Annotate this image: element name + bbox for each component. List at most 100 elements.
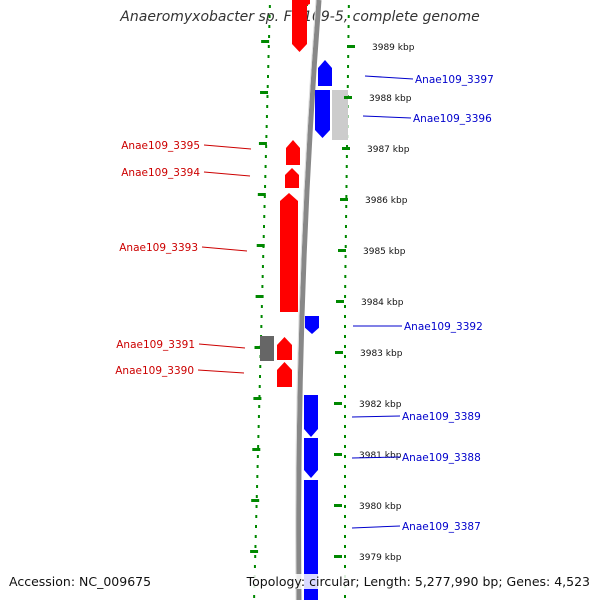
- tick-mark: [255, 515, 258, 518]
- gene-feature-forward: [301, 0, 310, 6]
- tick-mark: [345, 165, 348, 168]
- tick-mark: [344, 315, 346, 318]
- major-tick: [250, 550, 259, 553]
- major-tick: [258, 142, 267, 145]
- scale-label: 3985 kbp: [363, 247, 406, 257]
- gene-feature-reverse: [304, 480, 318, 600]
- tick-mark: [256, 485, 259, 488]
- tick-mark: [347, 65, 350, 68]
- tick-mark: [344, 445, 346, 448]
- tick-mark: [344, 255, 347, 258]
- tick-mark: [347, 35, 350, 38]
- tick-mark: [268, 35, 271, 38]
- major-tick: [335, 351, 343, 354]
- tick-mark: [345, 215, 348, 218]
- leader-line: [203, 144, 252, 150]
- gene-feature-grey: [260, 336, 274, 361]
- tick-mark: [264, 185, 267, 188]
- gene-feature-forward: [280, 193, 298, 312]
- tick-mark: [253, 595, 256, 598]
- major-tick: [255, 295, 264, 298]
- tick-mark: [346, 85, 349, 88]
- gene-label-reverse: Anae109_3387: [402, 521, 481, 533]
- tick-mark: [261, 285, 264, 288]
- tick-mark: [263, 205, 266, 208]
- gene-feature-grey: [332, 90, 348, 140]
- tick-mark: [256, 455, 259, 458]
- tick-mark: [259, 375, 261, 378]
- tick-mark: [266, 105, 269, 108]
- tick-mark: [344, 225, 347, 228]
- tick-mark: [255, 525, 257, 528]
- tick-mark: [344, 555, 346, 558]
- tick-mark: [347, 5, 350, 8]
- tick-mark: [345, 195, 348, 198]
- tick-mark: [268, 15, 271, 18]
- kbp-scale: 3989 kbp 3988 kbp 3987 kbp 3986 kbp 3985 kbp…: [334, 43, 415, 563]
- topology-text: Topology: circular; Length: 5,277,990 bp…: [246, 574, 590, 589]
- tick-mark: [265, 115, 268, 118]
- tick-mark: [347, 25, 350, 28]
- gene-label-reverse: Anae109_3388: [402, 452, 481, 464]
- tick-mark: [346, 75, 349, 78]
- tick-mark: [261, 275, 264, 278]
- gene-feature-reverse: [318, 60, 332, 86]
- major-tick: [252, 448, 261, 451]
- tick-mark: [254, 545, 257, 548]
- scale-label: 3981 kbp: [359, 451, 402, 461]
- tick-mark: [266, 95, 269, 98]
- tick-mark: [344, 325, 346, 328]
- gene-feature-forward: [277, 337, 292, 360]
- tick-mark: [344, 415, 346, 418]
- tick-mark: [263, 215, 266, 218]
- tick-mark: [344, 535, 346, 538]
- accession-text: Accession: NC_009675: [9, 574, 152, 589]
- tick-mark: [344, 475, 346, 478]
- tick-mark: [344, 245, 347, 248]
- major-tick: [340, 198, 348, 201]
- gene-label-forward: Anae109_3393: [119, 242, 198, 254]
- tick-mark: [344, 275, 347, 278]
- gene-label-forward: Anae109_3394: [121, 167, 200, 179]
- tick-mark: [344, 235, 347, 238]
- tick-mark: [344, 505, 346, 508]
- tick-mark: [258, 395, 261, 398]
- major-tick: [344, 96, 352, 99]
- gene-feature-reverse: [304, 438, 318, 478]
- backbone-highlight: [295, 0, 317, 600]
- leader-line: [351, 456, 401, 459]
- major-tick: [334, 555, 342, 558]
- tick-mark: [344, 545, 346, 548]
- scale-label: 3987 kbp: [367, 145, 410, 155]
- major-tick: [347, 45, 355, 48]
- tick-mark: [255, 505, 258, 508]
- leader-line: [198, 343, 246, 349]
- tick-mark: [264, 175, 267, 178]
- tick-mark: [256, 465, 259, 468]
- tick-mark: [344, 295, 347, 298]
- tick-mark: [346, 145, 349, 148]
- tick-mark: [254, 535, 257, 538]
- scale-label: 3980 kbp: [359, 502, 402, 512]
- tick-mark: [344, 265, 347, 268]
- tick-mark: [347, 15, 350, 18]
- leader-line: [203, 171, 251, 177]
- tick-mark: [260, 305, 263, 308]
- tick-mark: [267, 55, 270, 58]
- tick-mark: [257, 425, 260, 428]
- tick-mark: [344, 435, 346, 438]
- tick-mark: [253, 565, 256, 568]
- gene-label-forward: Anae109_3390: [115, 365, 194, 377]
- tick-mark: [268, 25, 271, 28]
- gene-label-reverse: Anae109_3396: [413, 113, 492, 125]
- tick-mark: [256, 475, 259, 478]
- tick-mark: [344, 375, 346, 378]
- tick-mark: [257, 445, 260, 448]
- major-tick: [342, 147, 350, 150]
- leader-line: [197, 369, 245, 374]
- tick-mark: [344, 465, 346, 468]
- tick-mark: [344, 595, 346, 598]
- scale-label: 3983 kbp: [360, 349, 403, 359]
- tick-mark: [268, 5, 271, 8]
